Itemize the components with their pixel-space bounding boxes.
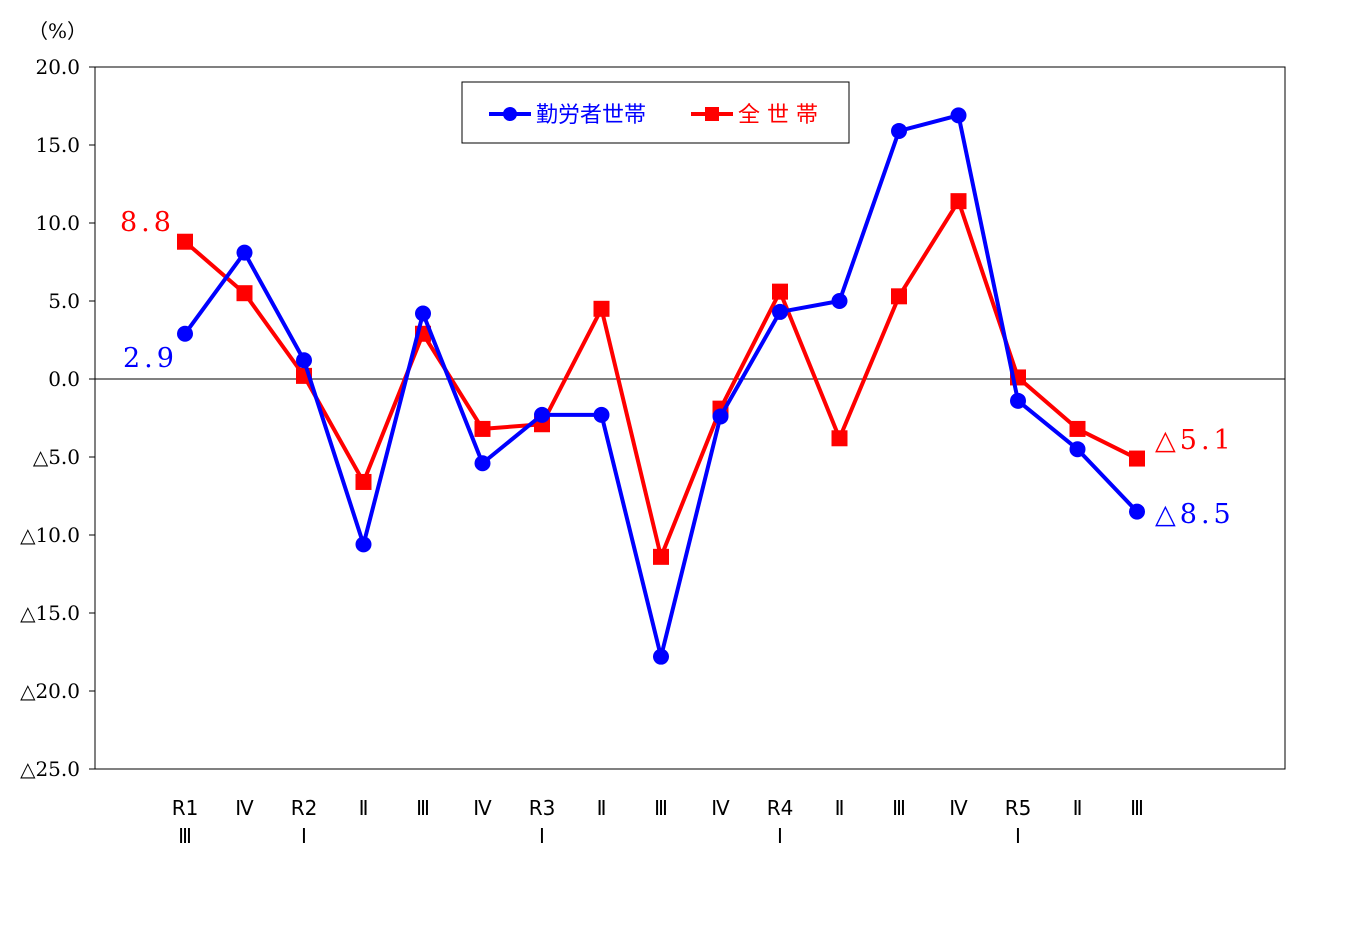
x-tick-label: R5 [1005,796,1032,820]
x-tick-label: Ⅱ [359,796,369,820]
data-point-series-1 [1069,441,1086,458]
legend: 勤労者世帯 全 世 帯 [461,81,850,144]
data-point-series-1 [355,536,372,553]
y-tick-label: △20.0 [20,679,80,703]
y-tick-label: △15.0 [20,601,80,625]
x-tick-label: Ⅳ [473,796,492,820]
legend-label-series-2: 全 世 帯 [738,103,818,128]
y-tick-label: 20.0 [35,55,80,79]
x-tick-label: Ⅲ [178,824,192,848]
data-point-series-2 [891,288,907,305]
x-tick-label: Ⅳ [949,796,968,820]
y-tick-label: 10.0 [35,211,80,235]
data-point-series-1 [772,303,788,320]
x-tick-label: R3 [529,796,556,820]
data-point-series-2 [950,193,967,210]
y-tick-label: △25.0 [20,757,80,781]
x-tick-label: Ⅳ [711,796,730,820]
data-point-series-2 [236,285,253,302]
x-tick-label: Ⅳ [235,796,254,820]
data-point-series-2 [474,420,491,437]
data-label-series-2: △5.1 [1155,425,1235,456]
legend-label-series-1: 勤労者世帯 [536,103,646,128]
data-point-series-2 [772,283,788,300]
data-label-series-1: 2.9 [123,343,178,374]
x-tick-label: Ⅲ [892,796,906,820]
data-point-series-2 [1129,450,1145,467]
x-tick-label: Ⅲ [416,796,430,820]
y-tick-label: △10.0 [20,523,80,547]
data-point-series-1 [831,293,848,309]
legend-marker-series-1 [503,107,517,121]
y-tick-label: 0.0 [48,367,80,391]
data-point-series-1 [712,408,729,425]
data-point-series-1 [891,122,907,139]
x-axis: R1 Ⅲ Ⅳ R2 Ⅰ Ⅱ Ⅲ Ⅳ R3 Ⅰ Ⅱ Ⅲ Ⅳ R4 Ⅰ Ⅱ Ⅲ Ⅳ R5 Ⅰ Ⅱ Ⅲ [172,796,1144,848]
y-tick-label: △5.0 [33,445,80,469]
x-tick-label: R1 [172,796,199,820]
x-tick-label: Ⅰ [777,824,783,848]
series-layer [177,107,1145,665]
x-tick-label: Ⅲ [1130,796,1144,820]
data-point-series-1 [593,406,610,423]
data-point-series-1 [236,244,253,261]
y-axis-unit-label: （%） [28,19,87,43]
data-point-series-2 [653,548,669,565]
data-point-series-1 [1010,392,1026,409]
data-point-series-1 [177,325,193,342]
x-tick-label: R4 [767,796,794,820]
x-tick-label: R2 [291,796,318,820]
y-tick-label: 15.0 [35,133,80,157]
data-point-series-1 [1129,503,1145,520]
data-point-series-2 [177,233,193,250]
data-point-series-2 [831,430,848,447]
x-tick-label: Ⅲ [654,796,668,820]
data-point-series-2 [593,300,610,317]
data-point-series-2 [1069,420,1086,437]
data-point-series-1 [653,648,669,665]
x-tick-label: Ⅰ [1015,824,1021,848]
data-label-series-1: △8.5 [1155,499,1235,530]
series-line-1 [183,113,1139,659]
plot-area [94,66,1286,770]
x-tick-label: Ⅱ [1073,796,1083,820]
data-point-series-1 [296,352,312,369]
data-point-series-1 [950,107,967,124]
data-point-series-1 [415,305,431,322]
data-label-series-2: 8.8 [120,207,175,238]
x-tick-label: Ⅰ [301,824,307,848]
legend-marker-series-2 [705,107,719,121]
y-axis: 20.0 15.0 10.0 5.0 0.0 △5.0 △10.0 △15.0 △20.0 △25… [20,55,95,781]
y-tick-label: 5.0 [48,289,80,313]
x-tick-label: Ⅱ [597,796,607,820]
x-tick-label: Ⅱ [835,796,845,820]
data-point-series-1 [474,455,491,472]
x-tick-label: Ⅰ [539,824,545,848]
data-point-series-1 [534,406,550,423]
data-labels: 2.9 △8.5 8.8 △5.1 [120,207,1235,530]
data-point-series-2 [355,473,372,490]
